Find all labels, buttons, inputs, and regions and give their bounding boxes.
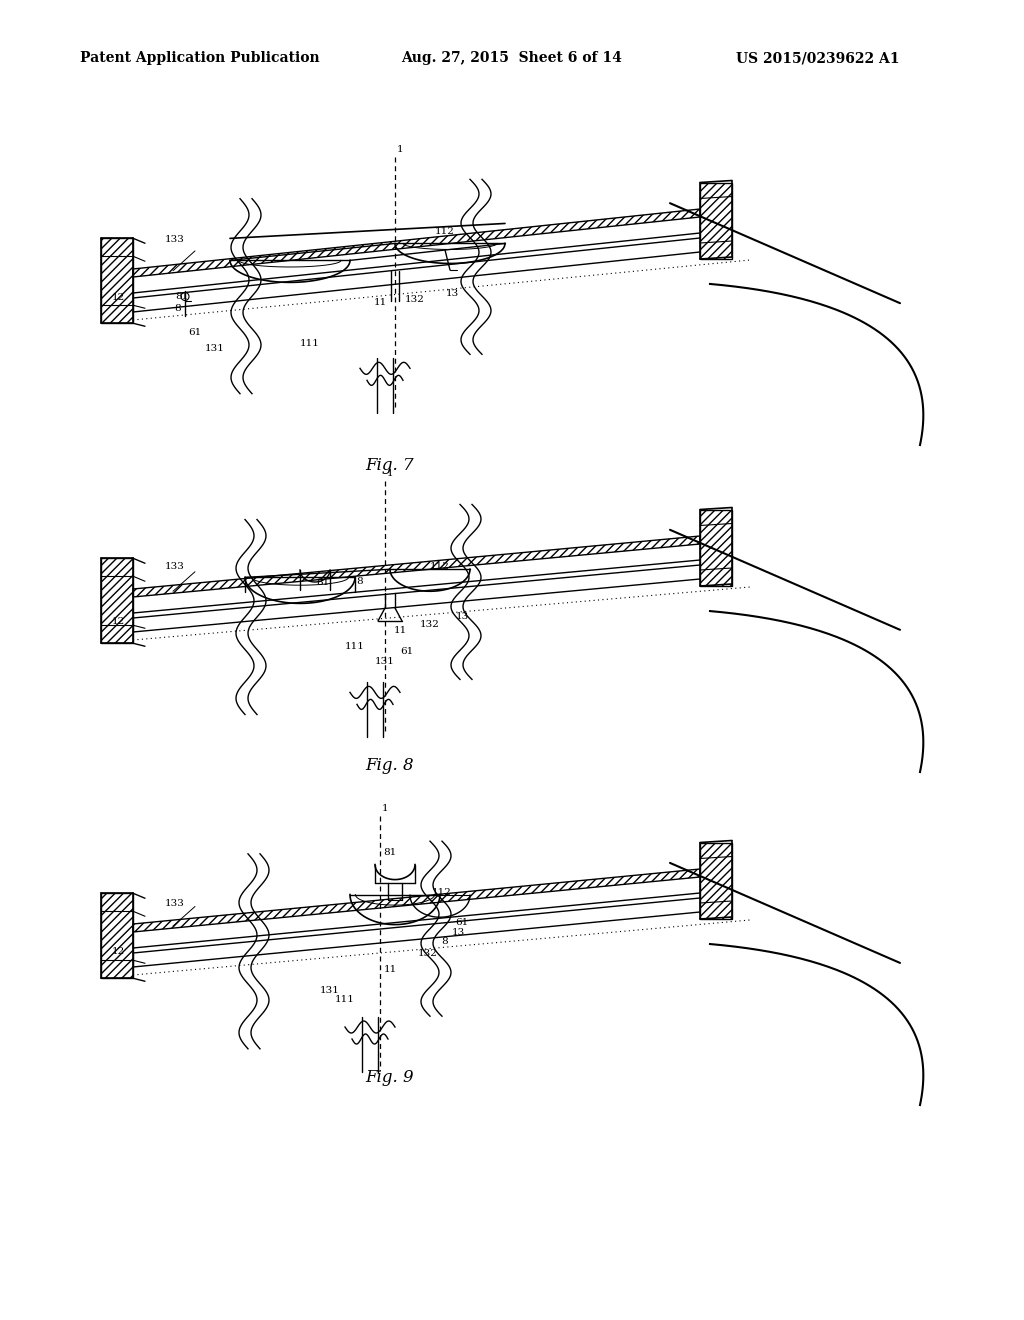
Bar	[101, 238, 133, 323]
Text: 132: 132	[420, 619, 440, 628]
Text: 11: 11	[383, 965, 396, 974]
Text: 1: 1	[387, 469, 393, 478]
Polygon shape	[133, 869, 700, 948]
Text: 111: 111	[335, 995, 355, 1005]
Text: 13: 13	[452, 928, 465, 937]
Text: 81: 81	[175, 292, 188, 301]
Bar	[101, 894, 133, 978]
Text: 1: 1	[382, 804, 388, 813]
Bar	[700, 182, 732, 259]
Text: 1: 1	[396, 145, 403, 153]
Text: 132: 132	[418, 949, 438, 958]
Text: 131: 131	[321, 986, 340, 995]
Text: 111: 111	[345, 642, 365, 651]
Text: Fig. 7: Fig. 7	[366, 457, 415, 474]
Text: 11: 11	[393, 626, 407, 635]
Polygon shape	[133, 209, 700, 293]
Text: 12: 12	[112, 618, 125, 627]
Text: Fig. 9: Fig. 9	[366, 1069, 415, 1086]
Bar	[700, 510, 732, 586]
Text: 12: 12	[112, 293, 125, 301]
Text: 112: 112	[430, 562, 450, 570]
Text: 131: 131	[205, 343, 225, 352]
Bar	[700, 842, 732, 919]
Text: 12: 12	[112, 948, 125, 957]
Text: Fig. 8: Fig. 8	[366, 756, 415, 774]
Text: Aug. 27, 2015  Sheet 6 of 14: Aug. 27, 2015 Sheet 6 of 14	[401, 51, 623, 65]
Text: 8: 8	[441, 937, 449, 946]
Text: 133: 133	[165, 899, 185, 908]
Text: 13: 13	[445, 289, 459, 298]
Text: 112: 112	[435, 227, 455, 236]
Text: 61: 61	[188, 327, 202, 337]
Text: 11: 11	[374, 298, 387, 308]
Text: 81: 81	[383, 847, 396, 857]
Text: US 2015/0239622 A1: US 2015/0239622 A1	[736, 51, 900, 65]
Text: 132: 132	[406, 294, 425, 304]
Text: 133: 133	[165, 235, 185, 244]
Text: 131: 131	[375, 657, 395, 667]
Bar	[101, 558, 133, 643]
Text: 61: 61	[456, 917, 469, 927]
Text: 81: 81	[316, 578, 330, 587]
Text: 8: 8	[175, 304, 181, 313]
Polygon shape	[133, 536, 700, 612]
Text: 13: 13	[456, 611, 469, 620]
Text: 8: 8	[356, 577, 364, 586]
Text: 111: 111	[300, 339, 319, 347]
Text: Patent Application Publication: Patent Application Publication	[80, 51, 319, 65]
Text: 61: 61	[400, 647, 414, 656]
Text: 112: 112	[432, 888, 452, 896]
Text: 133: 133	[165, 562, 185, 572]
